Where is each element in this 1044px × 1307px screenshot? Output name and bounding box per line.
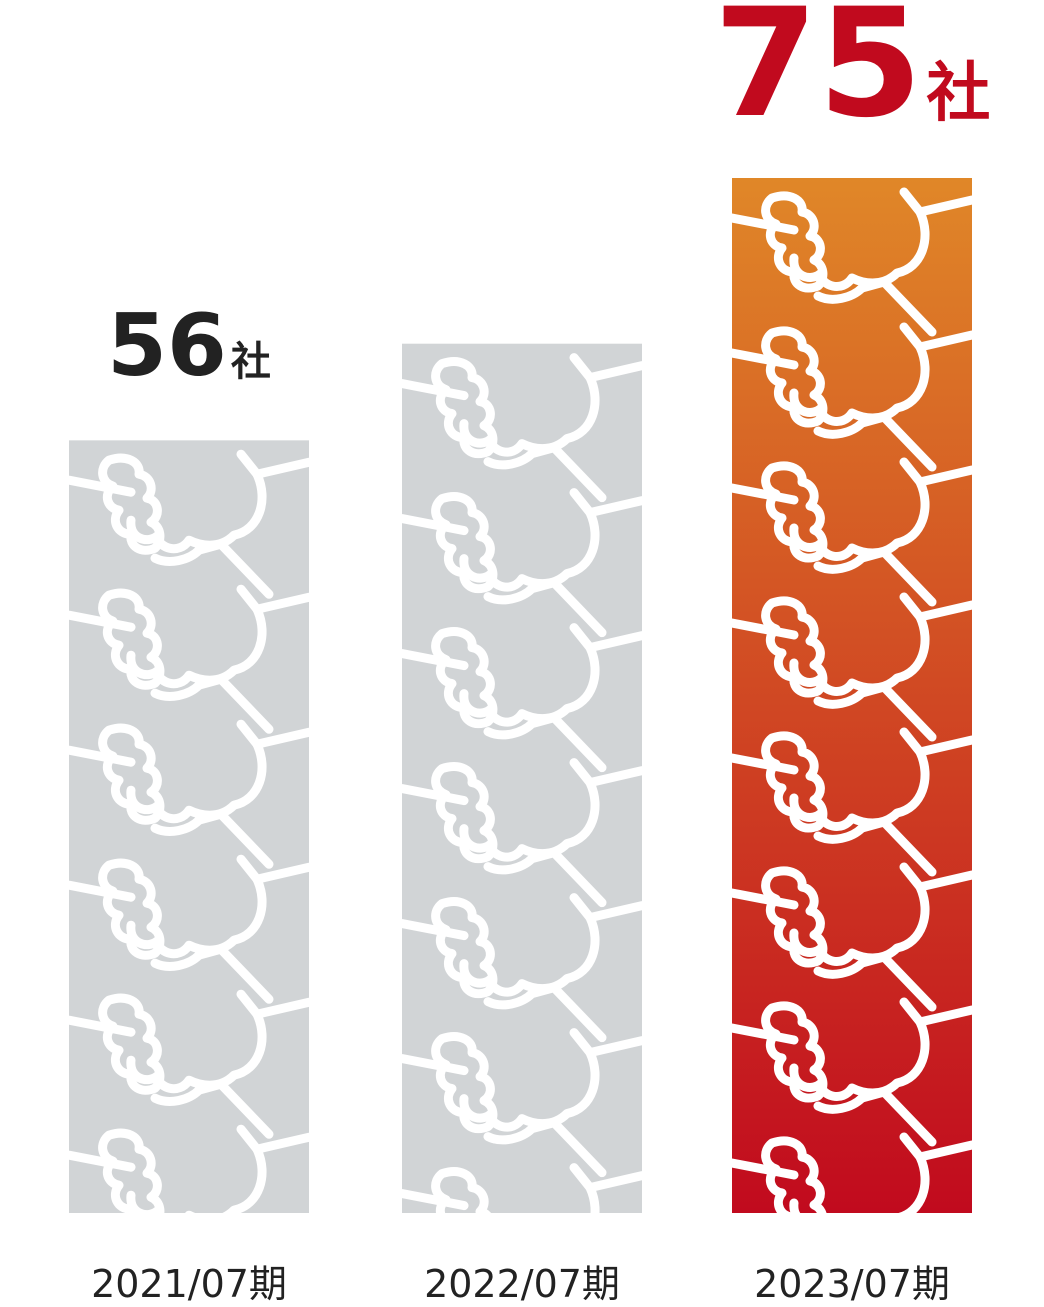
bar-3 (732, 178, 972, 1213)
category-label-2: 2022/07期 (424, 1262, 620, 1306)
category-label-3: 2023/07期 (754, 1262, 950, 1306)
category-label-1: 2021/07期 (91, 1262, 287, 1306)
bar-2 (402, 343, 642, 1214)
value-label-1: 56 社 (107, 296, 271, 396)
value-label-3: 75社 (714, 0, 991, 151)
bar-1 (69, 440, 309, 1213)
